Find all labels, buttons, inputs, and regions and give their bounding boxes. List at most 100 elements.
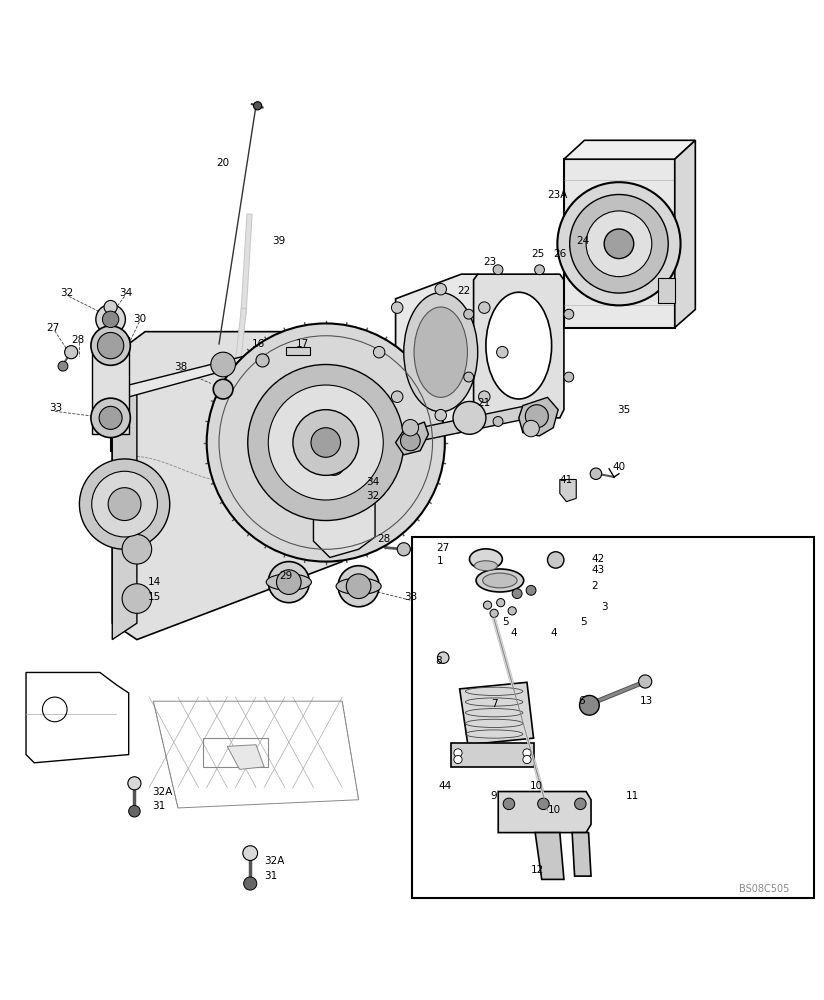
- Text: 44: 44: [438, 781, 452, 791]
- Circle shape: [438, 652, 449, 663]
- Ellipse shape: [336, 578, 382, 594]
- Circle shape: [96, 305, 125, 334]
- Circle shape: [207, 323, 445, 562]
- Circle shape: [373, 346, 385, 358]
- Text: 4: 4: [550, 628, 556, 638]
- Polygon shape: [396, 422, 428, 455]
- Ellipse shape: [486, 292, 551, 399]
- Bar: [286, 347, 310, 355]
- Text: 30: 30: [133, 314, 146, 324]
- Circle shape: [129, 805, 140, 817]
- Circle shape: [79, 459, 170, 549]
- Text: 42: 42: [591, 554, 604, 564]
- Text: 26: 26: [553, 249, 567, 259]
- Circle shape: [490, 609, 499, 617]
- Circle shape: [523, 755, 531, 764]
- Text: 11: 11: [625, 791, 639, 801]
- Text: 34: 34: [119, 288, 132, 298]
- Circle shape: [397, 543, 410, 556]
- Circle shape: [311, 428, 340, 457]
- Circle shape: [493, 417, 503, 426]
- Text: 22: 22: [457, 286, 471, 296]
- Circle shape: [435, 409, 447, 421]
- Circle shape: [513, 589, 522, 599]
- Circle shape: [484, 601, 492, 609]
- Polygon shape: [112, 385, 137, 640]
- Polygon shape: [564, 140, 695, 159]
- Circle shape: [435, 283, 447, 295]
- Text: 27: 27: [437, 543, 450, 553]
- Text: 3: 3: [601, 602, 607, 612]
- Circle shape: [58, 361, 68, 371]
- Circle shape: [493, 265, 503, 275]
- Ellipse shape: [475, 561, 498, 571]
- Text: 10: 10: [531, 781, 543, 791]
- Text: 23: 23: [484, 257, 497, 267]
- Circle shape: [579, 695, 599, 715]
- Circle shape: [526, 405, 548, 428]
- Circle shape: [346, 574, 371, 599]
- Circle shape: [503, 798, 515, 810]
- Circle shape: [122, 534, 152, 564]
- Circle shape: [91, 398, 130, 438]
- Circle shape: [91, 471, 157, 537]
- Text: 40: 40: [612, 462, 625, 472]
- Circle shape: [99, 406, 122, 429]
- Ellipse shape: [404, 293, 478, 412]
- Circle shape: [108, 488, 141, 521]
- Bar: [412, 537, 814, 898]
- Text: 15: 15: [147, 592, 161, 602]
- Circle shape: [464, 309, 474, 319]
- Text: 4: 4: [511, 628, 517, 638]
- Circle shape: [104, 300, 117, 314]
- Polygon shape: [452, 743, 534, 767]
- Polygon shape: [675, 140, 695, 328]
- Circle shape: [213, 379, 233, 399]
- Text: 21: 21: [478, 398, 491, 408]
- Circle shape: [639, 675, 652, 688]
- Circle shape: [604, 229, 634, 259]
- Circle shape: [317, 449, 350, 482]
- Ellipse shape: [476, 569, 524, 592]
- Ellipse shape: [414, 307, 467, 397]
- Text: 32A: 32A: [265, 856, 284, 866]
- Text: 10: 10: [547, 805, 560, 815]
- Circle shape: [508, 607, 517, 615]
- Polygon shape: [559, 479, 576, 502]
- Text: 35: 35: [617, 405, 630, 415]
- Polygon shape: [112, 332, 342, 401]
- Circle shape: [535, 417, 545, 426]
- Circle shape: [523, 420, 539, 437]
- Circle shape: [402, 420, 419, 436]
- Circle shape: [391, 302, 403, 313]
- Text: 9: 9: [491, 791, 498, 801]
- Text: 28: 28: [377, 534, 391, 544]
- Circle shape: [586, 211, 652, 277]
- Text: 8: 8: [435, 656, 442, 666]
- Bar: [658, 278, 675, 303]
- Circle shape: [254, 102, 262, 110]
- Text: 32A: 32A: [152, 787, 172, 797]
- Text: 23A: 23A: [547, 190, 568, 200]
- Text: 25: 25: [531, 249, 545, 259]
- Circle shape: [564, 309, 574, 319]
- Circle shape: [128, 777, 141, 790]
- Text: BS08C505: BS08C505: [739, 884, 789, 894]
- Circle shape: [497, 599, 505, 607]
- Text: 6: 6: [578, 696, 584, 706]
- Polygon shape: [227, 745, 265, 769]
- Circle shape: [122, 584, 152, 613]
- Ellipse shape: [266, 574, 311, 590]
- Text: 7: 7: [491, 699, 498, 709]
- Polygon shape: [396, 274, 490, 434]
- Circle shape: [557, 182, 681, 305]
- Ellipse shape: [483, 573, 517, 588]
- Text: 5: 5: [580, 617, 587, 627]
- Circle shape: [102, 311, 119, 328]
- Circle shape: [453, 401, 486, 434]
- Circle shape: [338, 566, 379, 607]
- Circle shape: [248, 364, 404, 521]
- Circle shape: [244, 877, 257, 890]
- Text: 29: 29: [279, 571, 293, 581]
- Text: 13: 13: [640, 696, 653, 706]
